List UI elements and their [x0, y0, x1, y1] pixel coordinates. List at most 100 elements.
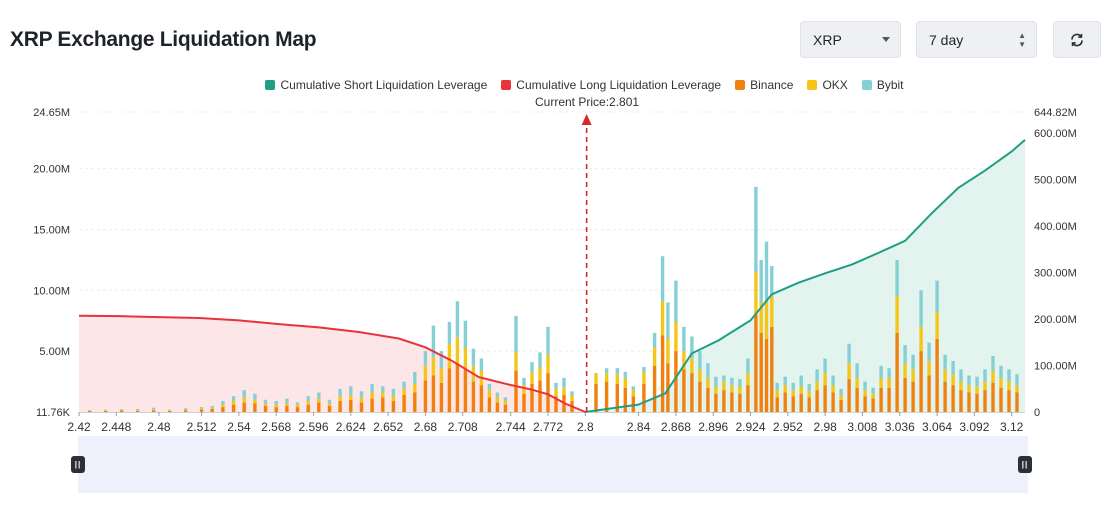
bar-segment-binance [231, 404, 236, 412]
bar-segment-okx [911, 369, 915, 382]
bar-segment-okx [847, 363, 851, 380]
bar-segment-okx [935, 312, 939, 339]
bar-segment-bybit [879, 365, 883, 378]
bar-segment-okx [88, 410, 92, 411]
x-tick-label: 2.42 [67, 420, 91, 434]
bar-segment-bybit [349, 386, 353, 395]
bar-segment-okx [327, 403, 332, 406]
y-left-tick-label: 24.65M [33, 107, 70, 119]
bar-segment-bybit [983, 369, 987, 382]
bar-segment-binance [919, 351, 923, 412]
bar-segment-bybit [666, 302, 670, 339]
bar-segment-bybit [903, 345, 907, 364]
bar-segment-binance [823, 385, 827, 412]
bar-segment-okx [690, 358, 694, 374]
y-left-tick-label: 11.76K [36, 407, 71, 419]
asset-select[interactable]: XRP [800, 21, 901, 58]
bar-segment-binance [546, 373, 550, 412]
bar-segment-binance [714, 393, 718, 412]
bar-segment-bybit [221, 401, 225, 405]
period-select-value: 7 day [929, 31, 964, 48]
bar-segment-okx [463, 347, 468, 370]
bar-segment-bybit [959, 369, 963, 382]
bar-segment-bybit [764, 241, 769, 303]
bar-segment-okx [615, 374, 619, 384]
bar-segment-binance [831, 392, 835, 412]
legend-label: Cumulative Long Liquidation Leverage [516, 78, 722, 92]
bar-segment-okx [959, 381, 963, 391]
bar-segment-okx [855, 377, 859, 388]
legend-item-short-cumulative[interactable]: Cumulative Short Liquidation Leverage [265, 78, 487, 92]
bar-segment-bybit [698, 351, 702, 370]
x-tick-label: 2.448 [101, 420, 131, 434]
up-down-arrows-icon: ▲ ▼ [1018, 30, 1026, 49]
legend-item-okx[interactable]: OKX [807, 78, 848, 92]
bar-segment-binance [349, 399, 353, 412]
legend-item-binance[interactable]: Binance [735, 78, 793, 92]
bar-segment-bybit [674, 280, 678, 322]
bar-segment-binance [1015, 392, 1019, 412]
bar-segment-okx [562, 387, 566, 395]
bar-segment-bybit [285, 398, 289, 404]
legend-swatch [735, 80, 746, 90]
bar-segment-binance [423, 380, 428, 412]
bar-segment-okx [242, 397, 246, 403]
bar-segment-bybit [570, 391, 574, 395]
legend-item-bybit[interactable]: Bybit [861, 78, 904, 92]
bar-segment-okx [642, 371, 646, 384]
range-slider-right-handle[interactable]: || [1018, 456, 1032, 473]
refresh-button[interactable] [1053, 21, 1101, 58]
bar-segment-okx [349, 395, 353, 400]
chevron-down-icon [882, 37, 890, 42]
bar-segment-okx [538, 367, 542, 381]
short-liquidation-line [585, 139, 1026, 413]
bar-segment-okx [815, 381, 819, 391]
bar-segment-binance [530, 384, 534, 412]
y-right-tick-label: 644.82M [1034, 107, 1077, 119]
y-right-tick-label: 500.00M [1034, 174, 1077, 186]
bar-segment-bybit [927, 342, 931, 361]
bar-segment-binance [1007, 390, 1011, 412]
period-select[interactable]: 7 day ▲ ▼ [916, 21, 1037, 58]
bar-segment-binance [706, 387, 710, 412]
bar-segment-okx [135, 410, 140, 411]
bar-segment-okx [887, 377, 891, 388]
bar-segment-bybit [455, 301, 460, 338]
bar-segment-binance [863, 396, 867, 412]
x-tick-label: 2.68 [414, 420, 438, 434]
range-slider-left-handle[interactable]: || [71, 456, 85, 473]
bar-segment-bybit [135, 409, 140, 411]
bar-segment-bybit [253, 393, 257, 400]
bar-segment-okx [263, 403, 268, 406]
bar-segment-bybit [775, 382, 779, 391]
bar-segment-binance [538, 380, 542, 412]
bar-segment-binance [847, 379, 851, 412]
bar-segment-bybit [402, 381, 406, 389]
bar-segment-bybit [615, 368, 619, 375]
bar-segment-binance [167, 410, 172, 412]
x-tick-label: 3.036 [885, 420, 915, 434]
bar-segment-okx [623, 377, 627, 388]
bar-segment-binance [210, 409, 214, 412]
bar-segment-bybit [991, 356, 995, 371]
bar-segment-okx [447, 343, 452, 369]
bar-segment-bybit [746, 358, 750, 374]
bar-segment-bybit [863, 381, 867, 391]
x-tick-label: 2.952 [773, 420, 803, 434]
bar-segment-binance [431, 375, 436, 412]
bar-segment-bybit [423, 351, 428, 366]
bar-segment-okx [514, 352, 518, 371]
bar-segment-bybit [295, 402, 300, 405]
y-right-tick-label: 0 [1034, 407, 1040, 419]
x-tick-label: 2.708 [448, 420, 478, 434]
bar-segment-okx [231, 401, 236, 405]
x-tick-label: 2.54 [227, 420, 251, 434]
bar-segment-binance [975, 393, 979, 412]
range-slider-track[interactable] [78, 436, 1028, 493]
legend-item-long-cumulative[interactable]: Cumulative Long Liquidation Leverage [501, 78, 721, 92]
bar-segment-okx [381, 392, 385, 398]
y-left-tick-label: 20.00M [33, 164, 70, 176]
bar-segment-binance [242, 402, 246, 412]
y-left-tick-label: 5.00M [39, 346, 70, 358]
bar-segment-okx [604, 373, 609, 382]
